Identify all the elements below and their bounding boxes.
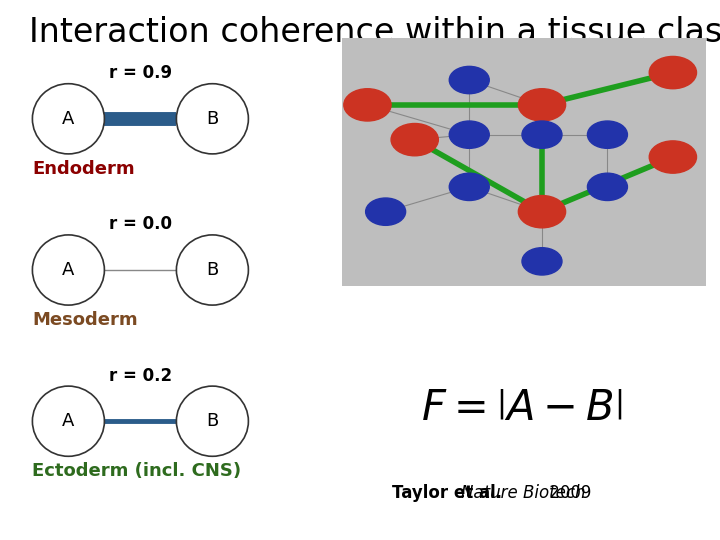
Text: r = 0.2: r = 0.2 bbox=[109, 367, 172, 384]
Ellipse shape bbox=[32, 84, 104, 154]
Circle shape bbox=[518, 89, 566, 121]
Circle shape bbox=[588, 173, 627, 200]
Ellipse shape bbox=[176, 235, 248, 305]
Circle shape bbox=[366, 198, 405, 225]
Circle shape bbox=[588, 121, 627, 149]
Circle shape bbox=[344, 89, 391, 121]
Circle shape bbox=[522, 121, 562, 149]
Circle shape bbox=[391, 124, 438, 156]
Ellipse shape bbox=[32, 386, 104, 456]
Ellipse shape bbox=[176, 84, 248, 154]
Text: B: B bbox=[206, 412, 219, 430]
Circle shape bbox=[449, 121, 490, 149]
Circle shape bbox=[518, 195, 566, 228]
Text: Interaction coherence within a tissue class: Interaction coherence within a tissue cl… bbox=[29, 16, 720, 49]
Text: A: A bbox=[62, 412, 75, 430]
Text: A: A bbox=[62, 110, 75, 128]
Ellipse shape bbox=[176, 386, 248, 456]
Text: Ectoderm (incl. CNS): Ectoderm (incl. CNS) bbox=[32, 462, 241, 480]
Text: B: B bbox=[206, 110, 219, 128]
Circle shape bbox=[449, 173, 490, 200]
Text: 2009: 2009 bbox=[544, 484, 591, 502]
Ellipse shape bbox=[32, 235, 104, 305]
Text: $\mathit{F} = \left|\mathit{A} - \mathit{B}\right|$: $\mathit{F} = \left|\mathit{A} - \mathit… bbox=[421, 387, 623, 429]
Text: B: B bbox=[206, 261, 219, 279]
Text: A: A bbox=[62, 261, 75, 279]
Circle shape bbox=[449, 66, 490, 94]
Circle shape bbox=[522, 248, 562, 275]
Text: Taylor et al.: Taylor et al. bbox=[392, 484, 508, 502]
Circle shape bbox=[649, 56, 696, 89]
Text: Mesoderm: Mesoderm bbox=[32, 310, 138, 329]
Circle shape bbox=[649, 141, 696, 173]
Text: r = 0.9: r = 0.9 bbox=[109, 64, 172, 82]
Text: r = 0.0: r = 0.0 bbox=[109, 215, 172, 233]
Text: Endoderm: Endoderm bbox=[32, 159, 135, 178]
Text: Nature Biotech: Nature Biotech bbox=[461, 484, 585, 502]
FancyBboxPatch shape bbox=[333, 31, 715, 293]
